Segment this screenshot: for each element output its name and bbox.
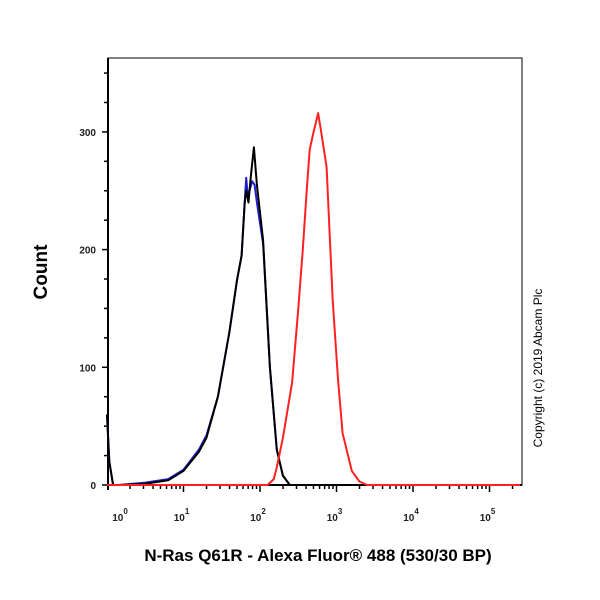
- x-tick-base: 10: [480, 513, 492, 524]
- x-tick-exponent: 2: [261, 507, 266, 516]
- y-tick-label: 0: [90, 481, 96, 492]
- x-tick-exponent: 5: [491, 507, 496, 516]
- histogram-series-2: [107, 112, 521, 486]
- x-tick-label: 102: [250, 507, 266, 524]
- x-tick-base: 10: [250, 513, 262, 524]
- x-tick-base: 10: [327, 513, 339, 524]
- x-tick-exponent: 1: [185, 507, 190, 516]
- x-tick-label: 104: [403, 507, 419, 524]
- y-tick-label: 200: [79, 246, 96, 257]
- y-tick-label: 300: [79, 128, 96, 139]
- x-tick-base: 10: [174, 513, 186, 524]
- x-tick-base: 10: [403, 513, 415, 524]
- x-tick-label: 101: [174, 507, 190, 524]
- x-tick-label: 105: [480, 507, 496, 524]
- x-tick-exponent: 4: [414, 507, 419, 516]
- x-tick-exponent: 0: [123, 507, 128, 516]
- histogram-series-1: [106, 146, 521, 486]
- copyright-annotation: Copyright (c) 2019 Abcam Plc: [531, 289, 545, 448]
- histogram-series-0: [106, 176, 521, 486]
- y-axis-label: Count: [31, 244, 52, 300]
- x-tick-label: 103: [327, 507, 343, 524]
- x-tick-exponent: 3: [338, 507, 343, 516]
- y-tick-label: 100: [79, 363, 96, 374]
- x-axis-label: N-Ras Q61R - Alexa Fluor® 488 (530/30 BP…: [144, 546, 491, 565]
- x-tick-label: 100: [112, 507, 128, 524]
- x-tick-base: 10: [112, 513, 124, 524]
